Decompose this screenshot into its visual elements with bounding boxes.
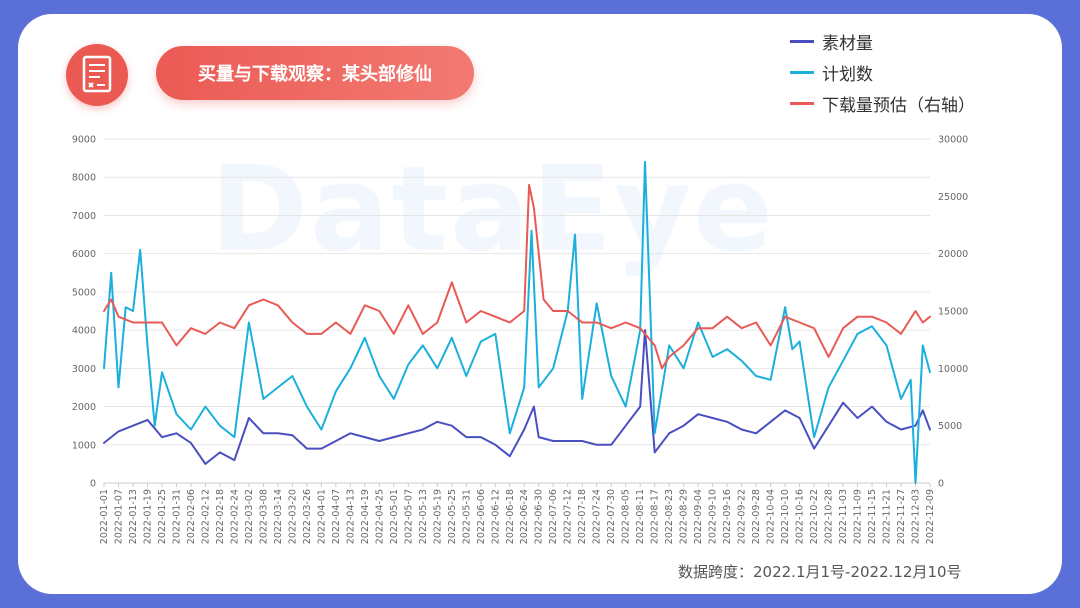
x-tick-label: 2022-01-13 (128, 489, 139, 544)
x-tick-label: 2022-07-12 (563, 489, 574, 544)
x-tick-label: 2022-08-29 (679, 489, 690, 544)
x-tick-label: 2022-08-23 (664, 489, 675, 544)
date-range-note: 数据跨度：2022.1月1号-2022.12月10号 (678, 563, 962, 581)
x-tick-label: 2022-11-03 (838, 489, 849, 544)
page-title: 买量与下载观察：某头部修仙 (156, 46, 474, 100)
x-tick-label: 2022-06-24 (519, 489, 530, 544)
x-tick-label: 2022-03-20 (287, 489, 298, 544)
x-tick-label: 2022-04-01 (316, 489, 327, 544)
x-tick-label: 2022-03-02 (244, 489, 255, 544)
x-tick-label: 2022-01-25 (157, 489, 168, 544)
x-tick-label: 2022-06-18 (505, 489, 516, 544)
y-left-tick-label: 7000 (72, 211, 96, 222)
x-tick-label: 2022-02-12 (200, 489, 211, 544)
legend-label: 下载量预估（右轴） (822, 96, 975, 116)
document-icon (66, 44, 128, 106)
x-tick-label: 2022-09-28 (751, 489, 762, 544)
x-tick-label: 2022-04-25 (374, 489, 385, 544)
y-right-tick-label: 25000 (938, 192, 968, 203)
legend-item: 计划数 (790, 57, 975, 88)
x-tick-label: 2022-10-04 (766, 489, 777, 544)
x-tick-label: 2022-05-07 (403, 489, 414, 544)
legend-swatch (790, 40, 814, 43)
x-tick-label: 2022-04-19 (360, 489, 371, 544)
x-tick-label: 2022-08-11 (635, 489, 646, 544)
x-tick-label: 2022-02-24 (229, 489, 240, 544)
x-tick-label: 2022-05-01 (389, 489, 400, 544)
legend-swatch (790, 71, 814, 74)
x-tick-label: 2022-10-28 (824, 489, 835, 544)
y-left-tick-label: 3000 (72, 364, 96, 375)
y-left-tick-label: 4000 (72, 326, 96, 337)
y-left-tick-label: 5000 (72, 287, 96, 298)
x-tick-label: 2022-08-05 (621, 489, 632, 544)
x-tick-label: 2022-12-09 (925, 489, 936, 544)
x-tick-label: 2022-06-12 (490, 489, 501, 544)
x-tick-label: 2022-03-14 (273, 489, 284, 544)
x-tick-label: 2022-05-31 (461, 489, 472, 544)
x-tick-label: 2022-06-30 (534, 489, 545, 544)
y-left-tick-label: 6000 (72, 249, 96, 260)
series-line-downloads (103, 183, 931, 370)
y-right-tick-label: 15000 (938, 307, 968, 318)
y-left-tick-label: 0 (90, 479, 96, 490)
y-left-tick-label: 1000 (72, 440, 96, 451)
card (18, 14, 1062, 594)
legend-item: 素材量 (790, 26, 975, 57)
legend-swatch (790, 102, 814, 105)
x-tick-label: 2022-01-31 (171, 489, 182, 544)
x-tick-label: 2022-07-30 (606, 489, 617, 544)
x-tick-label: 2022-07-18 (577, 489, 588, 544)
x-tick-label: 2022-03-08 (258, 489, 269, 544)
x-tick-label: 2022-05-25 (447, 489, 458, 544)
y-left-tick-label: 8000 (72, 173, 96, 184)
x-tick-label: 2022-02-06 (186, 489, 197, 544)
x-tick-label: 2022-08-17 (650, 489, 661, 544)
x-tick-label: 2022-05-19 (432, 489, 443, 544)
x-tick-label: 2022-05-13 (418, 489, 429, 544)
series-line-materials (103, 329, 931, 465)
x-tick-label: 2022-09-16 (722, 489, 733, 544)
legend-item: 下载量预估（右轴） (790, 88, 975, 119)
y-left-tick-label: 2000 (72, 402, 96, 413)
x-tick-label: 2022-12-03 (911, 489, 922, 544)
x-tick-label: 2022-04-07 (331, 489, 342, 544)
x-tick-label: 2022-01-19 (142, 489, 153, 544)
y-right-tick-label: 5000 (938, 421, 962, 432)
legend-label: 素材量 (822, 34, 873, 54)
y-left-tick-label: 9000 (72, 135, 96, 146)
x-tick-label: 2022-02-18 (215, 489, 226, 544)
x-tick-label: 2022-10-16 (795, 489, 806, 544)
x-tick-label: 2022-03-26 (302, 489, 313, 544)
x-tick-label: 2022-11-27 (896, 489, 907, 544)
x-tick-label: 2022-07-24 (592, 489, 603, 544)
legend-label: 计划数 (822, 65, 873, 85)
chart-legend: 素材量计划数下载量预估（右轴） (790, 26, 975, 119)
x-tick-label: 2022-10-22 (809, 489, 820, 544)
x-tick-label: 2022-09-22 (737, 489, 748, 544)
x-tick-label: 2022-11-15 (867, 489, 878, 544)
x-tick-label: 2022-01-07 (113, 489, 124, 544)
y-right-tick-label: 0 (938, 479, 944, 490)
x-tick-label: 2022-09-04 (693, 489, 704, 544)
watermark: DataEye (210, 140, 776, 278)
y-right-tick-label: 20000 (938, 249, 968, 260)
y-right-tick-label: 10000 (938, 364, 968, 375)
x-tick-label: 2022-01-01 (99, 489, 110, 544)
x-tick-label: 2022-11-21 (882, 489, 893, 544)
x-tick-label: 2022-06-06 (476, 489, 487, 544)
x-tick-label: 2022-10-10 (780, 489, 791, 544)
x-tick-label: 2022-04-13 (345, 489, 356, 544)
y-right-tick-label: 30000 (938, 135, 968, 146)
x-tick-label: 2022-11-09 (853, 489, 864, 544)
x-tick-label: 2022-07-06 (548, 489, 559, 544)
series-line-plans (103, 160, 931, 484)
x-tick-label: 2022-09-10 (708, 489, 719, 544)
